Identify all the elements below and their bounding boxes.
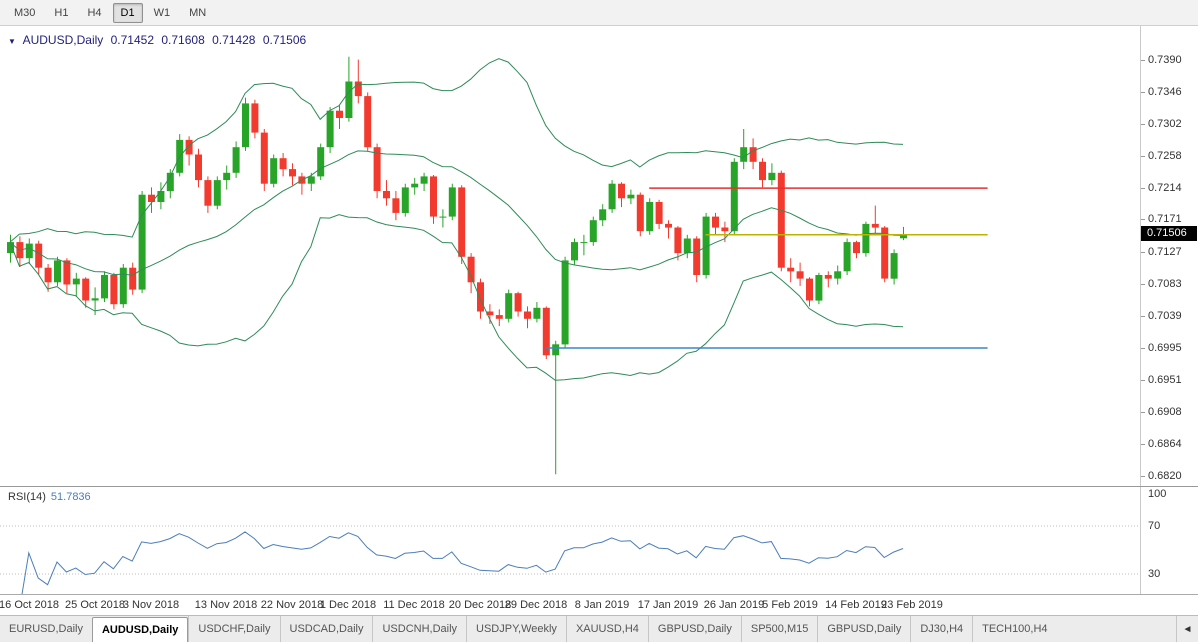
chart-tab-usdjpy-weekly[interactable]: USDJPY,Weekly — [466, 616, 566, 642]
price-tick-mark — [1141, 476, 1145, 477]
chart-tab-audusd-daily[interactable]: AUDUSD,Daily — [91, 617, 189, 642]
chart-tab-bar: EURUSD,Daily AUDUSD,Daily USDCHF,Daily USDC… — [0, 615, 1198, 642]
chart-tab-tech100-h4[interactable]: TECH100,H4 — [972, 616, 1056, 642]
price-tick-label: 0.7302 — [1148, 118, 1182, 130]
chart-tab-eurusd-daily[interactable]: EURUSD,Daily — [9, 623, 83, 635]
price-tick-label: 0.7039 — [1148, 310, 1182, 322]
date-axis-label: 5 Feb 2019 — [762, 599, 818, 611]
date-axis-label: 14 Feb 2019 — [825, 599, 887, 611]
rsi-panel[interactable]: RSI(14) 51.7836 100 70 30 — [0, 486, 1198, 594]
date-axis-label: 8 Jan 2019 — [574, 599, 630, 611]
tab-strip: EURUSD,Daily AUDUSD,Daily USDCHF,Daily USDC… — [0, 616, 1176, 642]
chart-tab-gbpusd-daily[interactable]: GBPUSD,Daily — [817, 616, 910, 642]
price-tick-mark — [1141, 412, 1145, 413]
price-tick-mark — [1141, 348, 1145, 349]
price-tick-label: 0.7390 — [1148, 54, 1182, 66]
timeframe-button-h4[interactable]: H4 — [87, 6, 102, 19]
price-tick-label: 0.7346 — [1148, 86, 1182, 98]
date-axis-label: 17 Jan 2019 — [637, 599, 699, 611]
price-tick-label: 0.6995 — [1148, 342, 1182, 354]
rsi-indicator-label: RSI(14) 51.7836 — [8, 491, 91, 503]
price-tick-mark — [1141, 60, 1145, 61]
date-axis-label: 3 Nov 2018 — [122, 599, 180, 611]
date-axis-label: 1 Dec 2018 — [319, 599, 377, 611]
date-axis-label: 11 Dec 2018 — [383, 599, 445, 611]
price-tick-mark — [1141, 188, 1145, 189]
date-axis-label: 29 Dec 2018 — [504, 599, 568, 611]
price-tick-label: 0.7214 — [1148, 182, 1182, 194]
chart-tab-usdcad-daily[interactable]: USDCAD,Daily — [279, 616, 373, 642]
timeframe-button-m30[interactable]: M30 — [14, 6, 36, 19]
price-tick-label: 0.6951 — [1148, 374, 1182, 386]
price-tick-mark — [1141, 156, 1145, 157]
price-tick-mark — [1141, 316, 1145, 317]
ohlc-open: 0.71452 — [110, 33, 155, 47]
chart-symbol-label: AUDUSD,Daily — [22, 33, 104, 47]
price-tick-label: 0.7127 — [1148, 246, 1182, 258]
tab-scroll-left-button[interactable]: ◄ — [1176, 616, 1198, 642]
timeframe-button-d1[interactable]: D1 — [112, 2, 143, 23]
candlestick-plot[interactable] — [0, 26, 1140, 486]
rsi-name: RSI(14) — [8, 491, 46, 503]
price-tick-mark — [1141, 219, 1145, 220]
price-tick-label: 0.7171 — [1148, 213, 1182, 225]
price-tick-label: 0.6908 — [1148, 406, 1182, 418]
price-tick-mark — [1141, 92, 1145, 93]
rsi-plot[interactable] — [0, 487, 1140, 594]
date-axis-label: 16 Oct 2018 — [0, 599, 59, 611]
chart-tab-gbpusd-daily[interactable]: GBPUSD,Daily — [647, 616, 741, 642]
date-axis-label: 26 Jan 2019 — [703, 599, 765, 611]
chart-tab-xauusd-h4[interactable]: XAUUSD,H4 — [565, 616, 648, 642]
price-tick-label: 0.7258 — [1148, 150, 1182, 162]
timeframe-toolbar: M30 H1 H4 D1 W1 MN — [0, 0, 1198, 26]
chart-tab-sp500-m15[interactable]: SP500,M15 — [740, 616, 817, 642]
date-axis-label: 20 Dec 2018 — [448, 599, 512, 611]
rsi-tick-label: 30 — [1148, 568, 1161, 580]
current-price-badge: 0.71506 — [1141, 226, 1197, 241]
price-tick-mark — [1141, 284, 1145, 285]
price-tick-label: 0.6864 — [1148, 438, 1182, 450]
chart-tab-usdcnh-daily[interactable]: USDCNH,Daily — [372, 616, 466, 642]
price-scale[interactable]: 0.7390 0.7346 0.7302 0.7258 0.7214 0.7171 0.71… — [1140, 26, 1198, 486]
price-tick-label: 0.7083 — [1148, 278, 1182, 290]
timeframe-button-w1[interactable]: W1 — [153, 6, 171, 19]
price-tick-mark — [1141, 124, 1145, 125]
rsi-scale: 100 70 30 — [1140, 487, 1198, 594]
ohlc-high: 0.71608 — [161, 33, 205, 47]
price-tick-mark — [1141, 444, 1145, 445]
ohlc-close: 0.71506 — [262, 33, 307, 47]
date-axis-label: 25 Oct 2018 — [65, 599, 125, 611]
price-tick-label: 0.6820 — [1148, 470, 1182, 482]
ohlc-low: 0.71428 — [212, 33, 256, 47]
timeframe-button-mn[interactable]: MN — [189, 6, 207, 19]
date-axis-label: 22 Nov 2018 — [260, 599, 324, 611]
rsi-tick-label: 70 — [1148, 520, 1161, 532]
ohlc-expand-icon[interactable]: ▼ — [8, 37, 16, 46]
timeframe-button-h1[interactable]: H1 — [54, 6, 69, 19]
date-axis-label: 23 Feb 2019 — [881, 599, 943, 611]
chart-tab-dj30-h4[interactable]: DJ30,H4 — [910, 616, 972, 642]
main-chart-window[interactable]: ▼ AUDUSD,Daily 0.71452 0.71608 0.71428 0… — [0, 26, 1198, 486]
price-tick-mark — [1141, 380, 1145, 381]
rsi-tick-label: 100 — [1148, 488, 1167, 500]
chart-tab-usdchf-daily[interactable]: USDCHF,Daily — [188, 616, 279, 642]
date-axis[interactable]: 16 Oct 2018 25 Oct 2018 3 Nov 2018 13 Nov 2… — [0, 594, 1198, 615]
chart-title: ▼ AUDUSD,Daily 0.71452 0.71608 0.71428 0… — [8, 33, 310, 47]
date-axis-label: 13 Nov 2018 — [194, 599, 258, 611]
rsi-value: 51.7836 — [50, 491, 91, 503]
price-tick-mark — [1141, 252, 1145, 253]
